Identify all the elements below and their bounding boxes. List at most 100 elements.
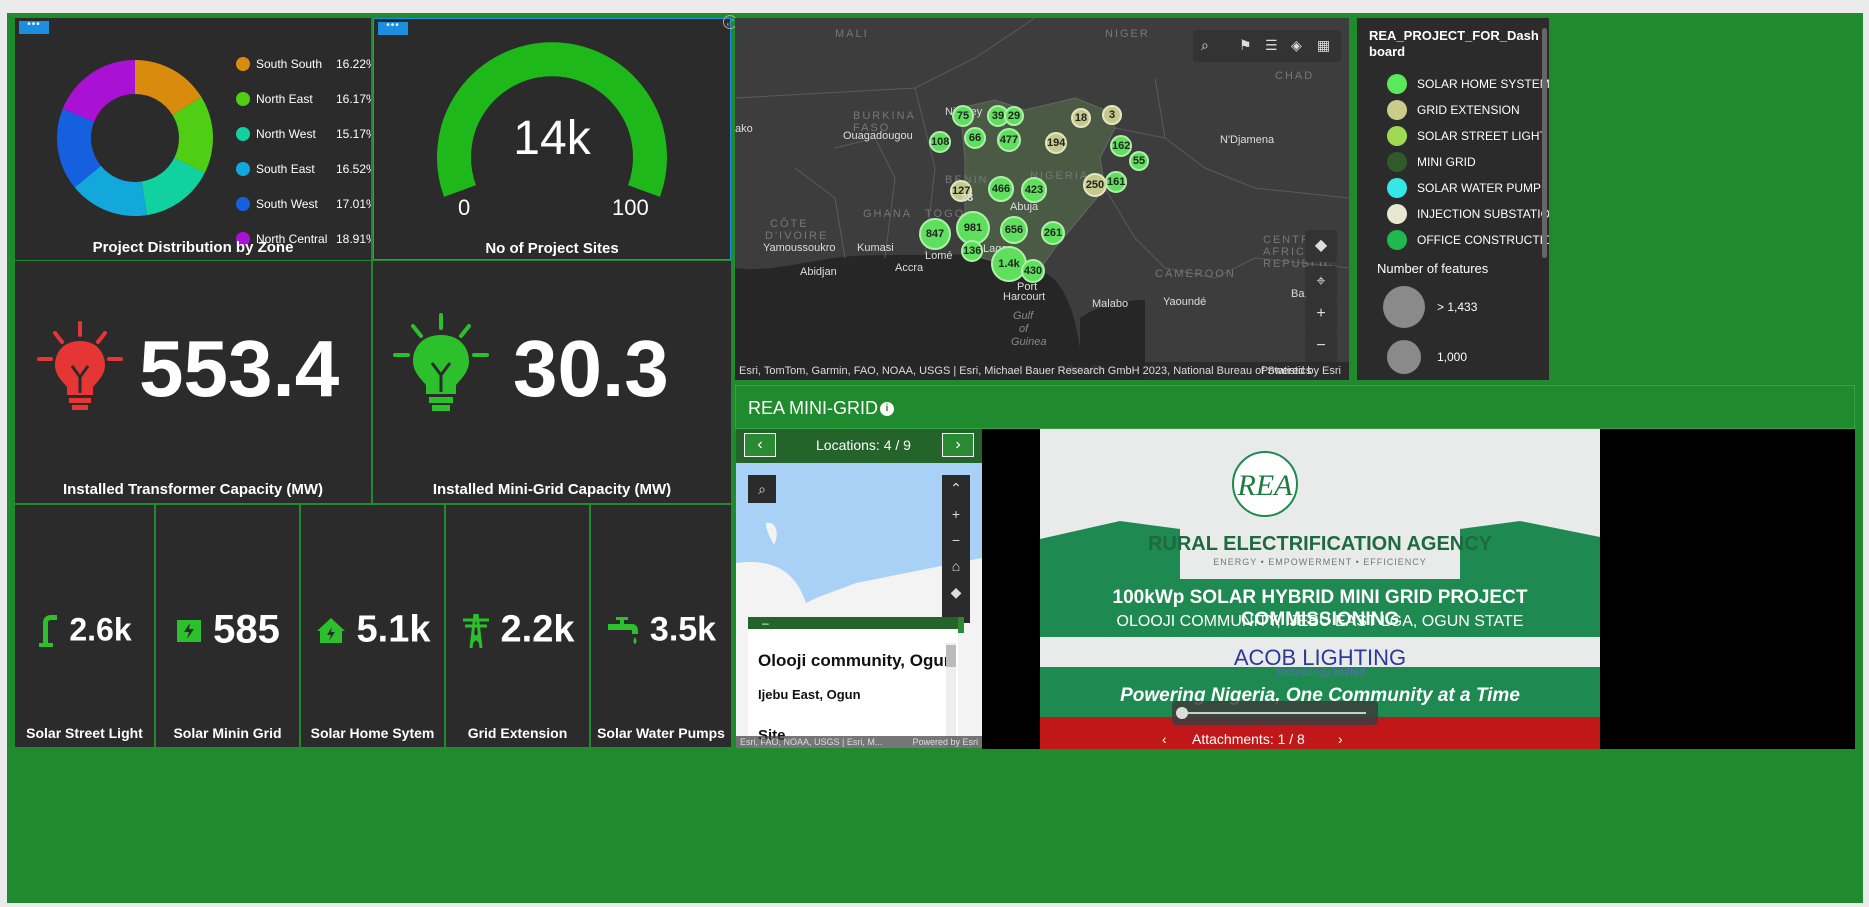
- prev-location-button[interactable]: ‹: [744, 433, 776, 457]
- bookmark-icon[interactable]: ⚑: [1239, 37, 1252, 53]
- pie-slice-south-east[interactable]: [74, 165, 147, 216]
- lightbulb-icon: [37, 321, 123, 410]
- legend-scrollbar[interactable]: [1542, 28, 1547, 258]
- scrubber-handle[interactable]: [1176, 707, 1188, 719]
- layers-icon[interactable]: ◈: [1291, 37, 1302, 53]
- search-icon[interactable]: ⌕: [1201, 37, 1209, 53]
- legend-swatch: [1387, 126, 1407, 146]
- legend-row-north-east: North East 16.17%: [236, 89, 371, 109]
- legend-swatch: [236, 127, 250, 141]
- minigrid-capacity-value: 30.3: [513, 324, 669, 413]
- banner-sponsor: ACOB LIGHTING: [1233, 645, 1407, 670]
- legend-label: GRID EXTENSION: [1417, 103, 1520, 117]
- pie-slice-north-west[interactable]: [141, 157, 205, 216]
- street-light-value: 2.6k: [69, 611, 132, 648]
- project-cluster[interactable]: 55: [1129, 151, 1149, 171]
- next-location-button[interactable]: ›: [942, 433, 974, 457]
- legend-label: SOLAR WATER PUMP: [1417, 181, 1542, 195]
- street-light-icon: [39, 614, 58, 647]
- project-cluster[interactable]: 477: [997, 128, 1021, 152]
- chevron-right-icon[interactable]: ›: [1338, 731, 1343, 747]
- zone-legend: South South 16.22% North East 16.17% North W…: [236, 54, 371, 246]
- projects-map[interactable]: MALI NIGER CHAD BURKINA FASO BENIN GHANA TOGO NI…: [735, 18, 1349, 380]
- legend-label: South South: [256, 57, 323, 71]
- country-label: FASO: [853, 122, 891, 134]
- attachment-photo[interactable]: REA RURAL ELECTRIFICATION AGENCY ENERGY …: [1040, 429, 1600, 749]
- chevron-left-icon[interactable]: ‹: [1162, 731, 1167, 747]
- city-label: Accra: [895, 262, 924, 274]
- location-mini-map[interactable]: ⌕ ⌃ + − ⌂ ◆ ⊕ – Olooji community, Ogun I…: [736, 463, 982, 748]
- map-labels-layer: MALI NIGER CHAD BURKINA FASO BENIN GHANA TOGO NI…: [735, 18, 1349, 380]
- project-cluster[interactable]: 250: [1083, 173, 1107, 197]
- popup-title: Olooji community, Ogun: [758, 651, 955, 670]
- media-scrubber[interactable]: [1172, 701, 1378, 725]
- legend-label: South West: [256, 197, 318, 211]
- project-cluster[interactable]: 423: [1021, 177, 1047, 203]
- locations-counter: Locations: 4 / 9: [816, 437, 911, 453]
- project-cluster[interactable]: 66: [964, 127, 986, 149]
- plus-icon: +: [1316, 305, 1326, 322]
- attachment-counter: Attachments: 1 / 8: [1192, 731, 1305, 747]
- zoom-in-button[interactable]: +: [1305, 298, 1337, 330]
- city-label: Kumasi: [857, 242, 894, 254]
- project-cluster[interactable]: 1.4k: [991, 246, 1027, 282]
- project-cluster[interactable]: 108: [929, 131, 951, 153]
- project-cluster[interactable]: 430: [1021, 259, 1045, 283]
- legend-swatch: [236, 92, 250, 106]
- legend-label: North East: [256, 92, 313, 106]
- project-cluster[interactable]: 847: [919, 218, 951, 250]
- popup-subtitle: Ijebu East, Ogun: [758, 687, 861, 702]
- plus-icon[interactable]: +: [951, 506, 961, 522]
- project-cluster[interactable]: 161: [1105, 171, 1127, 193]
- gauge-min: 0: [458, 195, 471, 220]
- project-cluster[interactable]: 39: [987, 105, 1009, 127]
- powered-by[interactable]: Powered by Esri: [1260, 365, 1341, 377]
- gauge-arc: [437, 42, 667, 197]
- minus-icon[interactable]: −: [951, 532, 961, 548]
- project-cluster[interactable]: 23: [961, 192, 974, 204]
- qr-icon[interactable]: ▦: [1317, 37, 1331, 53]
- project-cluster[interactable]: 136: [961, 240, 983, 262]
- project-cluster[interactable]: 466: [988, 176, 1014, 202]
- project-cluster[interactable]: 261: [1041, 221, 1065, 245]
- home-icon[interactable]: ⌂: [951, 558, 961, 574]
- project-cluster[interactable]: 656: [1000, 216, 1028, 244]
- panel-menu-handle[interactable]: •••: [19, 20, 49, 34]
- panel-menu-handle[interactable]: •••: [378, 21, 408, 35]
- pie-slice-south-south[interactable]: [135, 60, 202, 115]
- info-icon[interactable]: i: [880, 402, 894, 416]
- mini-map-powered[interactable]: Powered by Esri: [912, 737, 978, 747]
- location-popup: – Olooji community, Ogun Ijebu East, Ogu…: [748, 616, 958, 748]
- legend-swatch: [1387, 230, 1407, 250]
- size-label-large: > 1,433: [1437, 300, 1478, 314]
- attachment-viewer: REA RURAL ELECTRIFICATION AGENCY ENERGY …: [982, 429, 1855, 749]
- pie-slice-north-east[interactable]: [172, 97, 214, 173]
- project-cluster[interactable]: 981: [956, 211, 990, 245]
- compass-icon[interactable]: ◆: [950, 584, 962, 600]
- legend-label: SOLAR STREET LIGHT: [1417, 129, 1547, 143]
- project-cluster[interactable]: 194: [1045, 132, 1067, 154]
- zoom-out-button[interactable]: −: [1305, 330, 1337, 362]
- search-icon: ⌕: [758, 481, 766, 497]
- project-cluster[interactable]: 162: [1110, 135, 1132, 157]
- project-cluster[interactable]: 75: [952, 105, 974, 127]
- collapse-up-icon[interactable]: ⌃: [950, 480, 962, 496]
- compass-button[interactable]: ◆: [1305, 230, 1337, 262]
- mini-map-search-button[interactable]: ⌕: [748, 475, 776, 503]
- home-system-value: 5.1k: [356, 608, 431, 651]
- list-icon[interactable]: ☰: [1265, 37, 1278, 53]
- water-label: of: [1019, 323, 1029, 335]
- locate-button[interactable]: ⌖: [1305, 266, 1337, 298]
- project-cluster[interactable]: 127: [950, 180, 972, 202]
- popup-scrollbar[interactable]: [946, 643, 956, 748]
- project-cluster[interactable]: 3: [1102, 105, 1122, 125]
- size-symbol-medium: [1387, 340, 1421, 374]
- project-cluster[interactable]: 29: [1004, 106, 1024, 126]
- pie-slice-south-west[interactable]: [57, 108, 101, 188]
- banner-sponsor-sub: Technology limited: [1274, 667, 1366, 679]
- legend-percent: 16.52%: [336, 162, 371, 176]
- project-cluster[interactable]: 18: [1071, 108, 1091, 128]
- popup-collapse-button[interactable]: –: [762, 616, 769, 630]
- pie-slice-north-central[interactable]: [62, 60, 136, 122]
- transformer-capacity-value: 553.4: [139, 324, 340, 413]
